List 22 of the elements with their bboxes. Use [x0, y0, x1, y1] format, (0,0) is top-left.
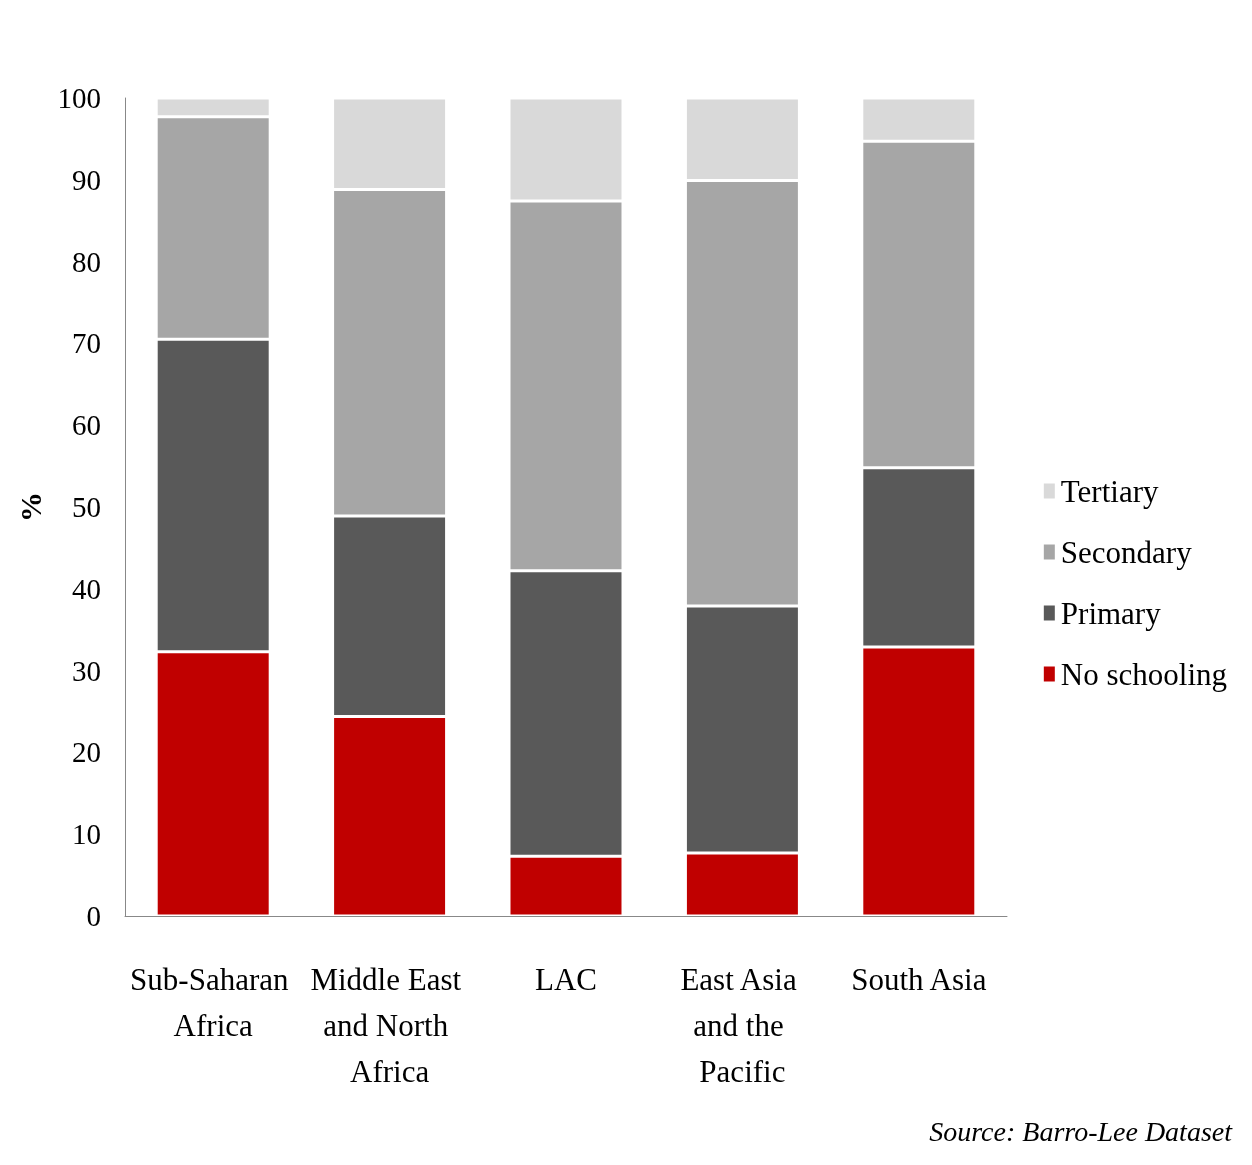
y-tick-label: 40 — [72, 572, 101, 605]
y-tick-label: 90 — [72, 163, 101, 196]
legend-label: Tertiary — [1060, 473, 1159, 509]
y-tick-label: 100 — [57, 82, 101, 114]
legend-label: Secondary — [1060, 534, 1193, 570]
y-tick-label: 20 — [72, 736, 101, 769]
y-tick-label: 50 — [72, 491, 101, 523]
x-tick-label: South Asia — [851, 961, 987, 997]
y-tick-label: 10 — [72, 818, 101, 851]
x-tick-label: LAC — [535, 961, 597, 997]
x-tick-label: Middle East and North Africa — [310, 961, 469, 1089]
y-tick-label: 30 — [72, 654, 101, 687]
x-tick-label: East Asia and the Pacific — [680, 961, 805, 1089]
y-tick-label: 60 — [72, 409, 101, 442]
legend-label: No schooling — [1060, 656, 1227, 692]
legend-label: Primary — [1060, 595, 1162, 631]
y-tick-label: 0 — [86, 900, 101, 932]
y-axis-title: % — [13, 492, 47, 522]
y-tick-label: 80 — [72, 245, 101, 278]
y-tick-label: 70 — [72, 327, 101, 360]
x-tick-label: Sub-Saharan Africa — [130, 961, 297, 1043]
source-note: Source: Barro-Lee Dataset — [929, 1115, 1234, 1147]
